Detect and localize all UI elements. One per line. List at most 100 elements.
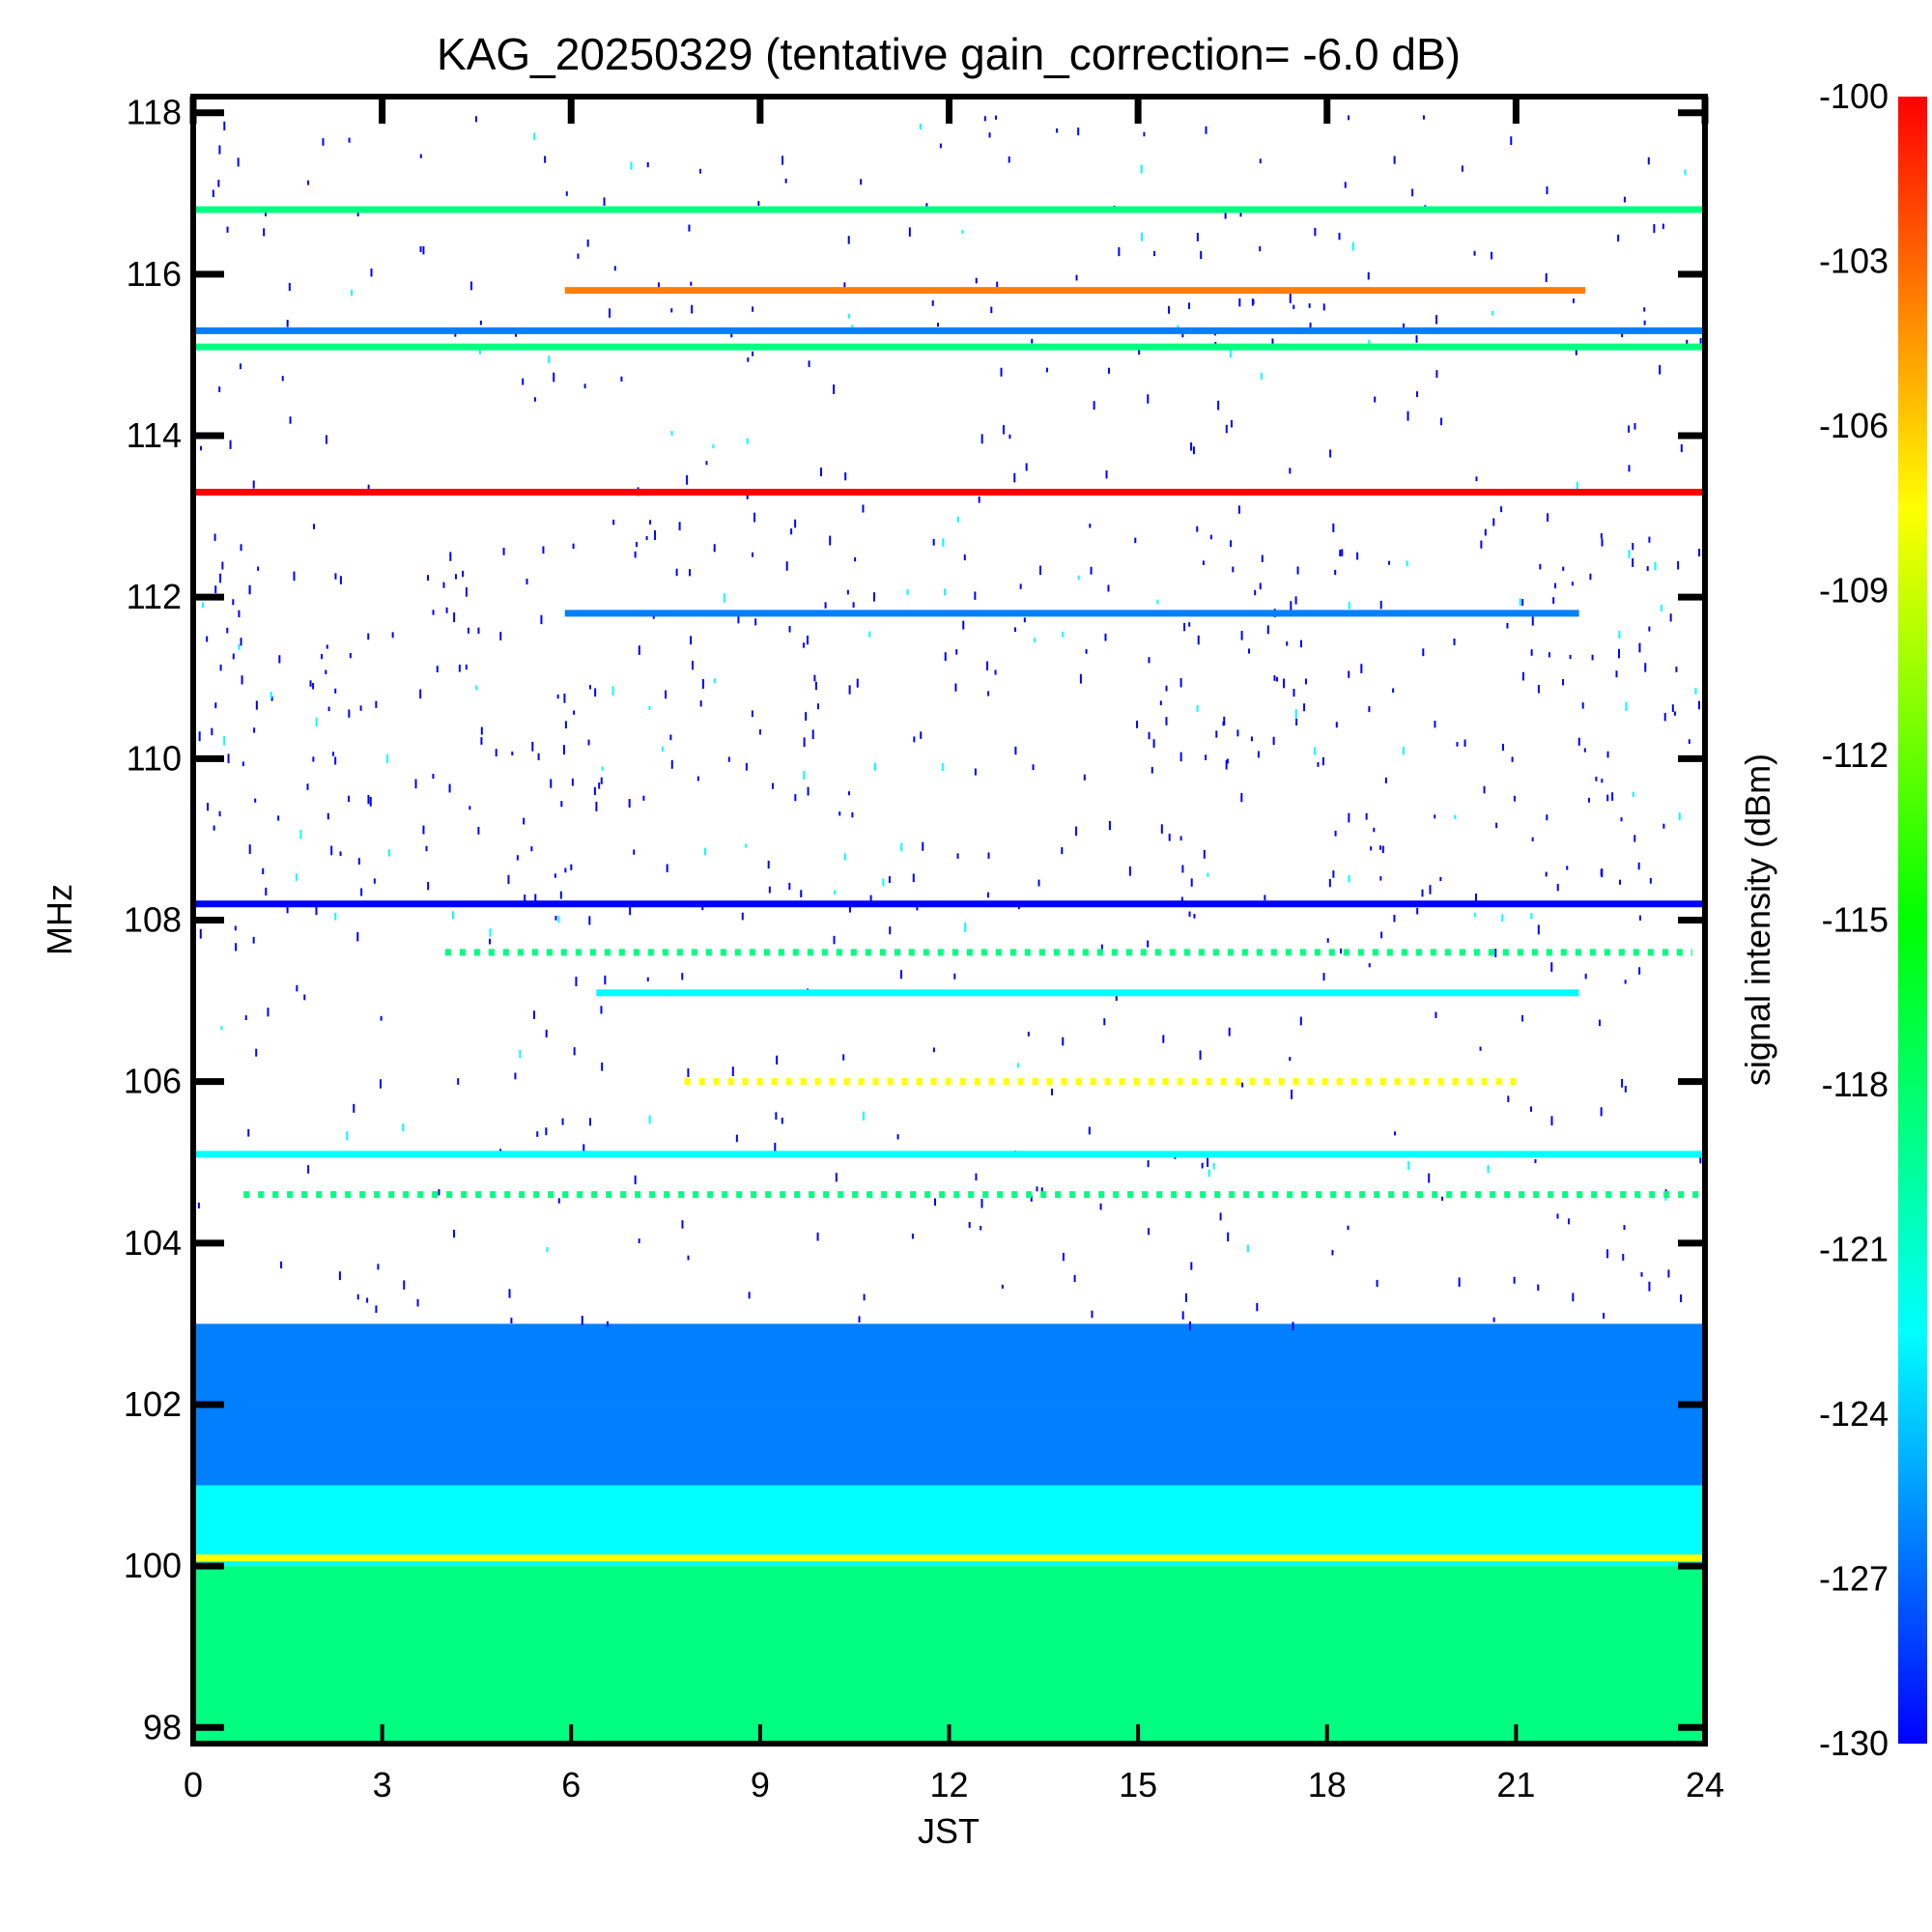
noise-mark <box>1259 158 1262 164</box>
noise-mark <box>207 803 210 811</box>
noise-mark <box>478 349 481 355</box>
noise-mark <box>1440 417 1443 426</box>
noise-mark <box>303 994 306 1001</box>
noise-mark <box>1632 791 1634 798</box>
noise-mark <box>339 851 342 857</box>
noise-mark <box>860 179 863 185</box>
noise-mark <box>1334 830 1337 837</box>
background-band <box>193 1323 1705 1405</box>
noise-mark <box>634 551 637 558</box>
y-tick-label: 102 <box>124 1384 182 1424</box>
x-tick-label: 15 <box>1119 1765 1157 1804</box>
noise-mark <box>1062 1037 1065 1046</box>
noise-mark <box>1148 1228 1151 1236</box>
colorbar-tick-label: -118 <box>1822 1065 1889 1104</box>
noise-mark <box>1646 566 1649 572</box>
noise-mark <box>1104 633 1107 641</box>
noise-mark <box>1624 1086 1627 1093</box>
noise-mark <box>1103 1018 1106 1026</box>
noise-mark <box>554 915 557 921</box>
noise-mark <box>1037 879 1040 887</box>
noise-mark <box>1421 889 1424 897</box>
noise-mark <box>1632 557 1634 567</box>
noise-mark <box>507 874 510 885</box>
noise-mark <box>1013 472 1016 483</box>
noise-mark <box>669 734 672 741</box>
noise-mark <box>727 756 730 762</box>
noise-mark <box>533 132 536 141</box>
noise-mark <box>1151 766 1153 774</box>
noise-mark <box>570 864 573 870</box>
noise-mark <box>325 669 327 674</box>
noise-mark <box>218 810 221 817</box>
noise-mark <box>1545 871 1548 877</box>
noise-mark <box>1530 913 1533 920</box>
noise-mark <box>1601 779 1604 783</box>
noise-mark <box>1618 631 1621 639</box>
noise-mark <box>403 1280 406 1290</box>
noise-mark <box>1207 872 1209 877</box>
noise-mark <box>582 1144 585 1152</box>
noise-mark <box>502 548 505 555</box>
y-tick-label: 98 <box>143 1707 182 1747</box>
y-tick-label: 104 <box>124 1223 182 1263</box>
noise-mark <box>375 1305 378 1314</box>
noise-mark <box>794 519 797 528</box>
noise-mark <box>451 911 454 920</box>
noise-mark <box>1001 1284 1004 1289</box>
noise-mark <box>1250 736 1253 742</box>
noise-mark <box>1619 879 1622 885</box>
noise-mark <box>1475 476 1478 482</box>
noise-mark <box>1501 743 1504 752</box>
y-tick-label: 100 <box>124 1546 182 1585</box>
noise-mark <box>232 599 235 606</box>
noise-mark <box>986 661 989 670</box>
noise-mark <box>601 1062 604 1071</box>
noise-mark <box>495 749 497 757</box>
noise-mark <box>1680 1294 1683 1303</box>
noise-mark <box>511 752 514 756</box>
noise-mark <box>213 533 216 541</box>
noise-mark <box>489 938 492 945</box>
noise-mark <box>1392 688 1395 693</box>
noise-mark <box>1638 967 1641 975</box>
colorbar-tick-label: -115 <box>1822 900 1889 940</box>
noise-mark <box>432 773 435 780</box>
noise-mark <box>214 585 217 594</box>
background-band <box>193 1404 1705 1486</box>
noise-mark <box>1348 602 1350 610</box>
noise-mark <box>1329 449 1332 458</box>
noise-mark <box>611 686 614 696</box>
noise-mark <box>846 589 849 595</box>
noise-mark <box>1550 962 1553 972</box>
noise-mark <box>1583 748 1586 753</box>
noise-mark <box>454 574 457 580</box>
noise-mark <box>1341 549 1344 556</box>
noise-mark <box>1075 274 1078 281</box>
noise-mark <box>1093 401 1095 411</box>
noise-mark <box>1415 391 1418 398</box>
noise-mark <box>1494 949 1497 957</box>
noise-mark <box>1225 424 1228 434</box>
noise-mark <box>731 1066 734 1077</box>
noise-mark <box>1654 561 1657 571</box>
noise-mark <box>975 1173 978 1181</box>
noise-mark <box>387 849 390 857</box>
noise-mark <box>593 786 596 796</box>
noise-mark <box>206 636 209 642</box>
noise-mark <box>1238 298 1241 307</box>
y-tick-label: 118 <box>127 93 182 132</box>
noise-mark <box>219 664 222 671</box>
noise-mark <box>968 1221 971 1229</box>
noise-mark <box>862 504 865 513</box>
noise-mark <box>288 282 291 292</box>
noise-mark <box>349 652 352 659</box>
noise-mark <box>920 731 923 739</box>
noise-mark <box>232 653 235 660</box>
noise-mark <box>752 552 754 557</box>
noise-mark <box>754 618 757 626</box>
noise-mark <box>1017 1063 1020 1068</box>
noise-mark <box>862 1111 865 1121</box>
noise-mark <box>856 678 859 688</box>
noise-mark <box>556 694 559 699</box>
